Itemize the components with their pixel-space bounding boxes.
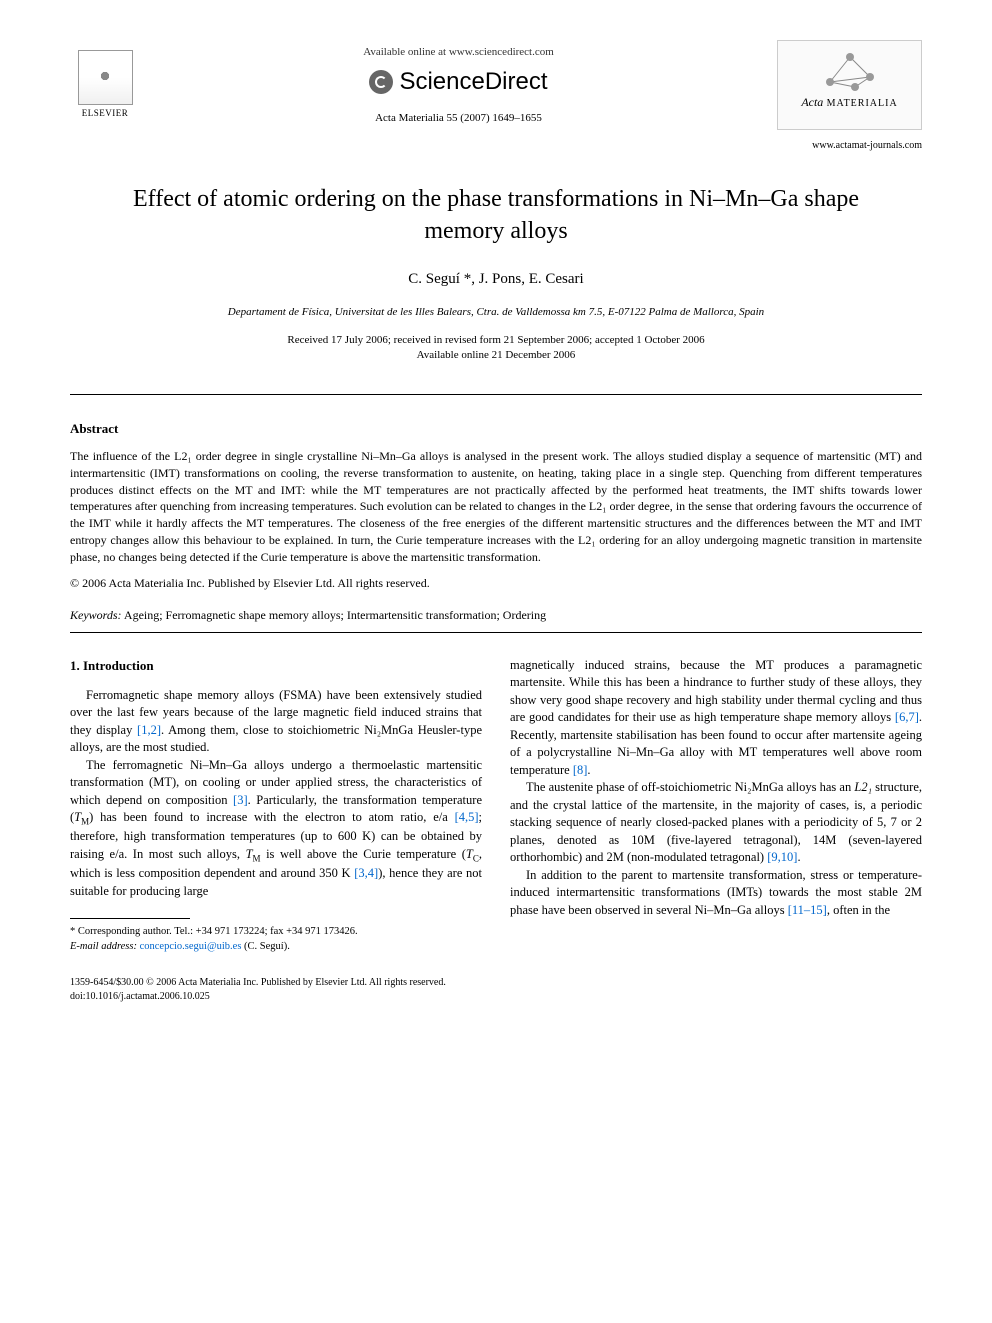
- sciencedirect-icon: [369, 70, 393, 94]
- article-dates: Received 17 July 2006; received in revis…: [70, 333, 922, 364]
- divider-top: [70, 394, 922, 395]
- dates-line2: Available online 21 December 2006: [70, 348, 922, 363]
- footnote-separator: [70, 918, 190, 919]
- sciencedirect-label: ScienceDirect: [399, 64, 547, 100]
- ref-link[interactable]: [6,7]: [895, 710, 919, 724]
- right-p3: In addition to the parent to martensite …: [510, 867, 922, 920]
- acta-subtitle: MATERIALIA: [827, 98, 898, 109]
- footer-doi: doi:10.1016/j.actamat.2006.10.025: [70, 990, 922, 1004]
- right-p1: magnetically induced strains, because th…: [510, 657, 922, 780]
- email-link[interactable]: concepcio.segui@uib.es: [137, 941, 241, 952]
- divider-bottom: [70, 632, 922, 633]
- acta-logo: Acta MATERIALIA: [777, 40, 922, 130]
- keywords: Keywords: Ageing; Ferromagnetic shape me…: [70, 606, 922, 624]
- right-column: magnetically induced strains, because th…: [510, 657, 922, 955]
- affiliation: Departament de Física, Universitat de le…: [70, 304, 922, 321]
- acta-title: Acta: [801, 95, 823, 109]
- keywords-label: Keywords:: [70, 608, 122, 622]
- footer: 1359-6454/$30.00 © 2006 Acta Materialia …: [70, 976, 922, 1004]
- ref-link[interactable]: [4,5]: [455, 810, 479, 824]
- elsevier-tree-icon: [78, 50, 133, 105]
- footer-copyright: 1359-6454/$30.00 © 2006 Acta Materialia …: [70, 976, 922, 990]
- available-online-text: Available online at www.sciencedirect.co…: [140, 44, 777, 61]
- authors: C. Seguí *, J. Pons, E. Cesari: [70, 268, 922, 291]
- abstract-heading: Abstract: [70, 419, 922, 439]
- sciencedirect-row: ScienceDirect: [140, 64, 777, 100]
- ref-link[interactable]: [3]: [233, 793, 248, 807]
- ref-link[interactable]: [8]: [573, 763, 588, 777]
- body-columns: 1. Introduction Ferromagnetic shape memo…: [70, 657, 922, 955]
- section-heading: 1. Introduction: [70, 657, 482, 675]
- left-column: 1. Introduction Ferromagnetic shape memo…: [70, 657, 482, 955]
- left-p1: Ferromagnetic shape memory alloys (FSMA)…: [70, 687, 482, 757]
- right-p2: The austenite phase of off-stoichiometri…: [510, 779, 922, 867]
- ref-link[interactable]: [3,4]: [354, 866, 378, 880]
- corresponding-author: * Corresponding author. Tel.: +34 971 17…: [70, 925, 482, 940]
- email-label: E-mail address:: [70, 941, 137, 952]
- ref-link[interactable]: [11–15]: [788, 903, 827, 917]
- abstract-copyright: © 2006 Acta Materialia Inc. Published by…: [70, 574, 922, 592]
- ref-link[interactable]: [1,2]: [137, 723, 161, 737]
- footnote: * Corresponding author. Tel.: +34 971 17…: [70, 925, 482, 954]
- elsevier-logo: ELSEVIER: [70, 48, 140, 123]
- center-header: Available online at www.sciencedirect.co…: [140, 44, 777, 127]
- keywords-text: Ageing; Ferromagnetic shape memory alloy…: [122, 608, 547, 622]
- abstract-text: The influence of the L2₁ order degree in…: [70, 448, 922, 566]
- acta-crystal-icon: [820, 47, 880, 92]
- elsevier-label: ELSEVIER: [82, 107, 129, 121]
- article-title: Effect of atomic ordering on the phase t…: [110, 183, 882, 248]
- journal-url[interactable]: www.actamat-journals.com: [70, 138, 922, 153]
- ref-link[interactable]: [9,10]: [767, 850, 797, 864]
- dates-line1: Received 17 July 2006; received in revis…: [70, 333, 922, 348]
- left-p2: The ferromagnetic Ni–Mn–Ga alloys underg…: [70, 757, 482, 900]
- journal-reference: Acta Materialia 55 (2007) 1649–1655: [140, 110, 777, 127]
- header-row: ELSEVIER Available online at www.science…: [70, 40, 922, 130]
- email-line: E-mail address: concepcio.segui@uib.es (…: [70, 940, 482, 955]
